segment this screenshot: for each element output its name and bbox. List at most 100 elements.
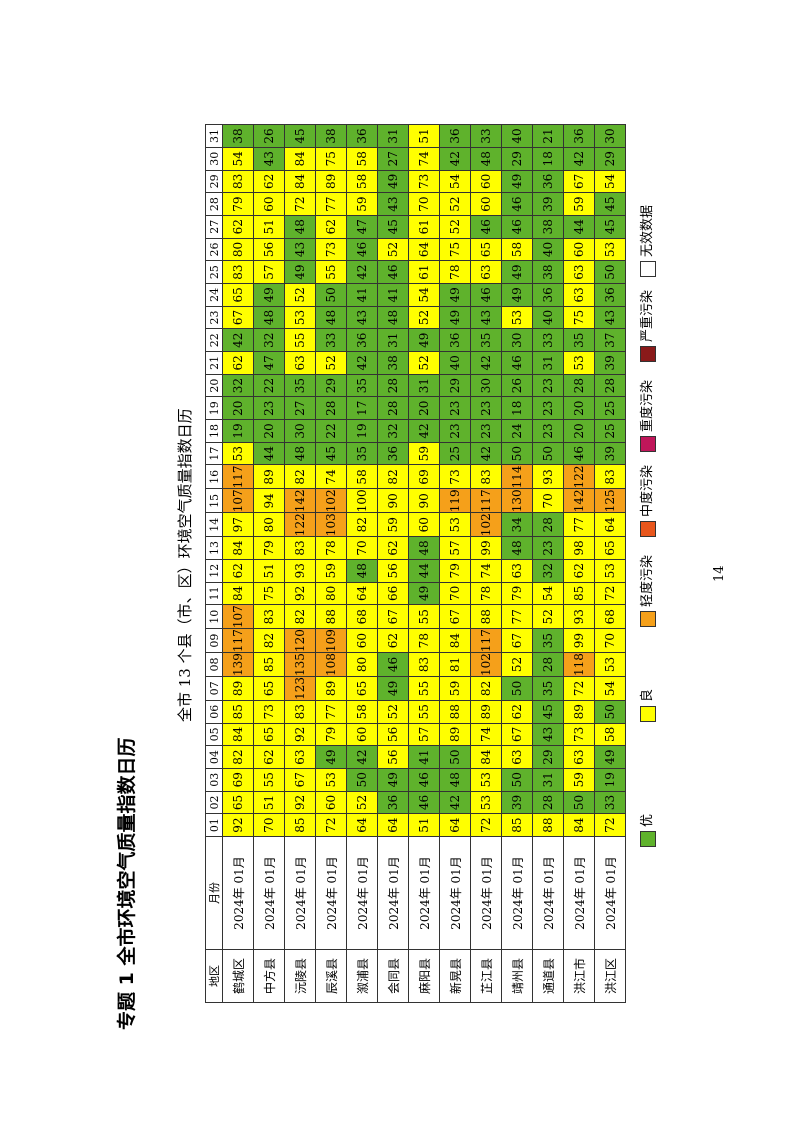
aqi-cell: 130 (501, 488, 533, 513)
day-header: 06 (205, 700, 223, 724)
aqi-cell: 63 (284, 745, 316, 769)
aqi-cell: 120 (284, 628, 316, 653)
region-cell: 芷江县 (470, 949, 502, 1003)
aqi-cell: 93 (563, 604, 595, 629)
aqi-cell: 49 (315, 745, 347, 769)
aqi-cell: 77 (315, 700, 347, 724)
aqi-cell: 73 (439, 464, 471, 489)
aqi-cell: 25 (594, 396, 626, 420)
aqi-cell: 60 (563, 238, 595, 261)
aqi-cell: 66 (377, 582, 409, 605)
aqi-cell: 50 (315, 283, 347, 307)
aqi-cell: 55 (253, 768, 285, 792)
aqi-cell: 85 (222, 700, 254, 724)
aqi-cell: 48 (377, 306, 409, 329)
legend-item: 重度污染 (636, 380, 656, 452)
day-header: 19 (205, 396, 223, 420)
aqi-cell: 19 (222, 419, 254, 443)
aqi-cell: 80 (346, 652, 378, 677)
aqi-cell: 39 (594, 351, 626, 375)
month-cell: 2024年 01月 (470, 836, 502, 950)
aqi-cell: 84 (222, 582, 254, 605)
month-cell: 2024年 01月 (253, 836, 285, 950)
aqi-cell: 65 (594, 536, 626, 560)
aqi-cell: 70 (346, 536, 378, 560)
aqi-cell: 35 (346, 374, 378, 397)
aqi-cell: 89 (315, 676, 347, 701)
aqi-cell: 65 (222, 791, 254, 814)
aqi-cell: 85 (563, 582, 595, 605)
aqi-cell: 31 (408, 374, 440, 397)
aqi-cell: 67 (377, 604, 409, 629)
aqi-cell: 50 (501, 442, 533, 465)
aqi-cell: 49 (253, 283, 285, 307)
aqi-cell: 53 (470, 768, 502, 792)
aqi-cell: 84 (222, 723, 254, 746)
aqi-cell: 19 (346, 419, 378, 443)
aqi-cell: 73 (253, 700, 285, 724)
aqi-cell: 60 (253, 192, 285, 216)
aqi-cell: 48 (408, 536, 440, 560)
aqi-cell: 49 (439, 283, 471, 307)
aqi-cell: 57 (253, 260, 285, 284)
aqi-cell: 53 (222, 442, 254, 465)
aqi-cell: 82 (253, 628, 285, 653)
aqi-cell: 53 (563, 351, 595, 375)
aqi-cell: 70 (532, 488, 564, 513)
aqi-cell: 60 (408, 512, 440, 537)
aqi-cell: 36 (532, 170, 564, 193)
aqi-cell: 88 (532, 813, 564, 837)
aqi-cell: 63 (470, 260, 502, 284)
aqi-cell: 68 (594, 604, 626, 629)
aqi-cell: 42 (439, 147, 471, 171)
aqi-cell: 28 (377, 396, 409, 420)
aqi-cell: 90 (377, 488, 409, 513)
aqi-cell: 67 (222, 306, 254, 329)
day-header: 12 (205, 559, 223, 583)
aqi-cell: 67 (501, 628, 533, 653)
aqi-cell: 59 (563, 192, 595, 216)
aqi-cell: 54 (532, 582, 564, 605)
aqi-cell: 62 (222, 215, 254, 239)
aqi-cell: 80 (222, 238, 254, 261)
aqi-cell: 28 (377, 374, 409, 397)
aqi-cell: 70 (594, 628, 626, 653)
aqi-cell: 62 (253, 745, 285, 769)
aqi-cell: 28 (315, 396, 347, 420)
aqi-cell: 62 (377, 628, 409, 653)
aqi-cell: 52 (501, 652, 533, 677)
aqi-cell: 29 (532, 745, 564, 769)
aqi-cell: 56 (377, 745, 409, 769)
aqi-cell: 84 (470, 745, 502, 769)
aqi-cell: 37 (594, 328, 626, 352)
aqi-cell: 103 (315, 512, 347, 537)
aqi-cell: 56 (253, 238, 285, 261)
aqi-cell: 23 (439, 396, 471, 420)
aqi-cell: 74 (408, 147, 440, 171)
aqi-cell: 64 (594, 512, 626, 537)
aqi-cell: 52 (377, 700, 409, 724)
aqi-cell: 46 (501, 192, 533, 216)
aqi-cell: 107 (222, 604, 254, 629)
aqi-cell: 38 (222, 124, 254, 148)
day-header: 14 (205, 512, 223, 537)
aqi-cell: 83 (470, 464, 502, 489)
aqi-cell: 79 (315, 723, 347, 746)
aqi-cell: 72 (563, 676, 595, 701)
aqi-cell: 58 (346, 147, 378, 171)
aqi-cell: 55 (408, 676, 440, 701)
aqi-cell: 25 (439, 442, 471, 465)
aqi-cell: 52 (439, 215, 471, 239)
day-header: 02 (205, 791, 223, 814)
header-cell: 月份 (205, 836, 223, 950)
aqi-cell: 82 (284, 464, 316, 489)
aqi-cell: 54 (594, 676, 626, 701)
aqi-cell: 52 (346, 791, 378, 814)
aqi-cell: 48 (284, 215, 316, 239)
aqi-cell: 36 (346, 124, 378, 148)
aqi-cell: 45 (315, 442, 347, 465)
aqi-cell: 43 (594, 306, 626, 329)
aqi-cell: 59 (439, 676, 471, 701)
aqi-cell: 107 (222, 488, 254, 513)
aqi-cell: 40 (532, 306, 564, 329)
